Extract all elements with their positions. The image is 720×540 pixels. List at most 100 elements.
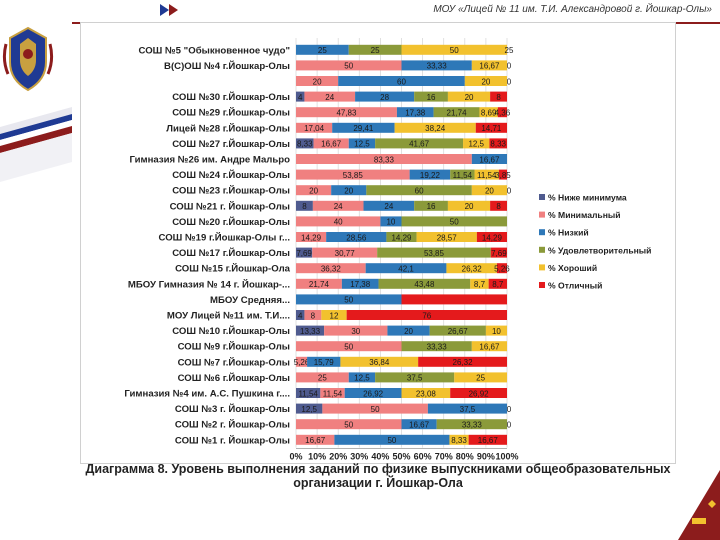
- bar-segment: [296, 76, 339, 86]
- data-label: 4,36: [495, 109, 511, 118]
- category-label: СОШ №24 г.Йошкар-Олы: [172, 169, 290, 181]
- data-label: 37,5: [460, 405, 476, 414]
- chart-caption: Диаграмма 8. Уровень выполнения заданий …: [78, 462, 678, 490]
- bar-segment: [463, 138, 490, 149]
- x-tick-label: 70%: [435, 452, 453, 462]
- bar-segment: [366, 185, 472, 196]
- category-label: МОУ Лицей №11 им. Т.И....: [167, 311, 290, 322]
- bar-segment: [446, 263, 497, 274]
- bar-segment: [365, 263, 447, 274]
- data-label: 41,67: [409, 140, 430, 149]
- data-label: 7,69: [296, 249, 312, 258]
- x-tick-label: 0%: [289, 452, 302, 462]
- bar-segment: [355, 91, 415, 102]
- data-label: 26,32: [462, 265, 483, 274]
- data-label: 11,54: [323, 389, 343, 398]
- bar-segment: [468, 434, 507, 445]
- bar-segment: [348, 44, 402, 55]
- data-label: 16,67: [478, 436, 499, 445]
- data-label: 4: [298, 93, 303, 102]
- category-label: СОШ №29 г.Йошкар-Олы: [172, 107, 290, 119]
- bar-segment: [296, 325, 325, 336]
- data-label: 50: [387, 436, 396, 445]
- data-label: 20: [344, 187, 353, 196]
- data-label: 17,04: [304, 124, 325, 133]
- bar-segment: [296, 154, 472, 164]
- data-label: 5,26: [494, 265, 510, 274]
- data-label: 5,26: [294, 358, 310, 367]
- bar-segment: [313, 138, 349, 149]
- data-label: 12,5: [468, 140, 484, 149]
- data-label: 60: [415, 187, 424, 196]
- data-label: 21,74: [309, 280, 330, 289]
- bar-segment: [312, 200, 364, 211]
- data-label: 16,67: [305, 436, 326, 445]
- bar-segment: [471, 154, 507, 164]
- bar-segment: [363, 200, 415, 211]
- category-label: СОШ №6 г.Йошкар-Олы: [178, 372, 290, 384]
- bar-segment: [416, 232, 477, 242]
- data-label: 8: [496, 202, 501, 211]
- data-label: 50: [344, 296, 353, 305]
- category-label: Лицей №28 г.Йошкар-Олы: [166, 122, 290, 134]
- data-label: 0: [507, 421, 512, 430]
- category-label: СОШ №15 г.Йошкар-Ола: [175, 263, 291, 275]
- header-title: МОУ «Лицей № 11 им. Т.И. Александровой г…: [433, 4, 712, 15]
- data-label: 50: [344, 343, 353, 352]
- bar-segment: [447, 91, 491, 102]
- data-label: 20: [465, 93, 474, 102]
- bar-segment: [489, 138, 507, 149]
- data-label: 47,83: [336, 109, 357, 118]
- bar-segment: [296, 200, 313, 211]
- category-label: СОШ №5 "Обыкновенное чудо": [139, 45, 290, 56]
- bar-segment: [320, 388, 345, 398]
- data-label: 12,5: [354, 140, 370, 149]
- data-label: 33,33: [462, 421, 483, 430]
- bar-segment: [312, 247, 378, 258]
- data-label: 8,33: [297, 140, 313, 149]
- category-label: Гимназия №4 им. А.С. Пушкина г....: [124, 389, 290, 400]
- category-label: В(С)ОШ №4 г.Йошкар-Олы: [164, 60, 290, 72]
- bar-segment: [377, 247, 491, 258]
- bar-segment: [296, 232, 327, 242]
- data-label: 20: [465, 202, 474, 211]
- bar-segment: [322, 403, 428, 414]
- bar-segment: [296, 403, 323, 414]
- legend-swatch: [539, 229, 545, 236]
- bar-segment: [296, 216, 381, 227]
- bar-segment: [476, 232, 507, 242]
- caption-line-1: Диаграмма 8. Уровень выполнения заданий …: [85, 462, 671, 476]
- data-label: 26,67: [448, 327, 469, 336]
- data-label: 0: [507, 62, 512, 71]
- bar-segment: [454, 372, 507, 383]
- bar-segment: [414, 200, 448, 211]
- bar-segment: [401, 388, 451, 398]
- bar-segment: [348, 372, 376, 383]
- data-label: 10: [492, 327, 501, 336]
- data-label: 16,67: [479, 155, 500, 164]
- bar-segment: [304, 91, 356, 102]
- data-label: 8: [496, 93, 501, 102]
- data-label: 19,22: [420, 171, 441, 180]
- data-label: 53,85: [424, 249, 445, 258]
- bar-segment: [296, 419, 402, 430]
- category-label: СОШ №19 г.Йошкар-Олы г...: [159, 232, 290, 244]
- data-label: 30,77: [335, 249, 356, 258]
- category-label: Гимназия №26 им. Андре Мальро: [129, 155, 290, 166]
- data-label: 8,69: [481, 109, 497, 118]
- bar-segment: [340, 356, 419, 367]
- bar-segment: [296, 278, 342, 289]
- data-label: 17,38: [350, 280, 371, 289]
- data-label: 24: [384, 202, 393, 211]
- data-label: 8,7: [492, 280, 504, 289]
- data-label: 11,54: [298, 389, 318, 398]
- bar-segment: [296, 388, 321, 398]
- bar-segment: [296, 91, 305, 102]
- data-label: 12,5: [354, 374, 370, 383]
- data-label: 40: [334, 218, 343, 227]
- legend-swatch: [539, 264, 545, 271]
- data-label: 38,24: [425, 124, 446, 133]
- data-label: 25: [318, 46, 327, 55]
- bar-segment: [296, 107, 397, 118]
- data-label: 37,5: [407, 374, 423, 383]
